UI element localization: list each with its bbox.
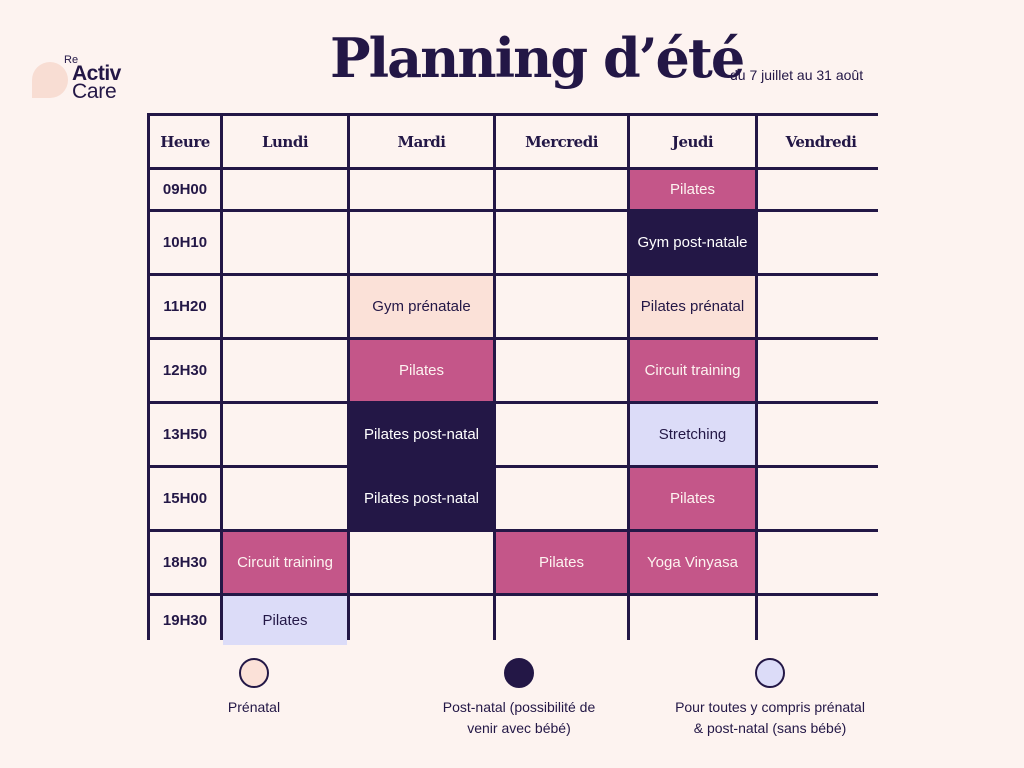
time-1500: 15H00 [150,468,220,529]
empty-cell [630,596,755,645]
time-1120: 11H20 [150,276,220,337]
header-jeudi: Jeudi [630,116,755,167]
legend-all-line1: Pour toutes y compris prénatal [675,699,865,715]
class-mardi-1500: Pilates post-natal [350,468,493,529]
header-mardi: Mardi [350,116,493,167]
legend-dot-navy [504,658,534,688]
empty-cell [496,340,627,401]
time-1230: 12H30 [150,340,220,401]
empty-cell [758,404,884,465]
class-mercredi-1830: Pilates [496,532,627,593]
empty-cell [758,212,884,273]
empty-cell [758,170,884,209]
page-title: Planning d’été [330,26,745,90]
time-1830: 18H30 [150,532,220,593]
class-mardi-1120: Gym prénatale [350,276,493,337]
class-jeudi-1010: Gym post-natale [630,212,755,273]
schedule-table: Heure Lundi Mardi Mercredi Jeudi Vendred… [147,113,884,645]
empty-cell [496,212,627,273]
empty-cell [350,170,493,209]
empty-cell [223,404,347,465]
empty-cell [223,340,347,401]
empty-cell [223,212,347,273]
legend-prenatal-label: Prénatal [227,699,281,715]
time-1010: 10H10 [150,212,220,273]
legend-all: Pour toutes y compris prénatal & post-na… [650,658,890,739]
legend-dot-peach [239,658,269,688]
class-lundi-1830: Circuit training [223,532,347,593]
empty-cell [496,596,627,645]
empty-cell [496,170,627,209]
empty-cell [758,596,884,645]
class-lundi-1930: Pilates [223,596,347,645]
legend-postnatal-line1: Post-natal (possibilité de [442,699,596,715]
legend-postnatal: Post-natal (possibilité de venir avec bé… [414,658,624,739]
empty-cell [758,468,884,529]
empty-cell [223,170,347,209]
empty-cell [496,404,627,465]
class-jeudi-1830: Yoga Vinyasa [630,532,755,593]
header-lundi: Lundi [223,116,347,167]
legend-prenatal: Prénatal [174,658,334,718]
empty-cell [350,212,493,273]
empty-cell [496,468,627,529]
header-vendredi: Vendredi [758,116,884,167]
class-mardi-1230: Pilates [350,340,493,401]
class-mardi-1350: Pilates post-natal [350,404,493,465]
legend-postnatal-line2: venir avec bébé) [467,720,571,736]
empty-cell [350,596,493,645]
empty-cell [350,532,493,593]
legend-dot-lavender [755,658,785,688]
reactivcare-logo: Re Activ Care [32,54,142,104]
empty-cell [758,340,884,401]
date-range: du 7 juillet au 31 août [730,67,864,83]
class-jeudi-1350: Stretching [630,404,755,465]
logo-care: Care [72,80,117,103]
class-jeudi-1230: Circuit training [630,340,755,401]
empty-cell [758,276,884,337]
empty-cell [496,276,627,337]
header-heure: Heure [150,116,220,167]
legend-all-line2: & post-natal (sans bébé) [693,720,847,736]
logo-activ: Activ [72,62,121,85]
empty-cell [223,468,347,529]
header-mercredi: Mercredi [496,116,627,167]
class-jeudi-0900: Pilates [630,170,755,209]
logo-shape [32,62,68,98]
logo-re: Re [64,54,79,66]
time-1930: 19H30 [150,596,220,645]
time-0900: 09H00 [150,170,220,209]
time-1350: 13H50 [150,404,220,465]
empty-cell [758,532,884,593]
empty-cell [223,276,347,337]
class-jeudi-1120: Pilates prénatal [630,276,755,337]
class-jeudi-1500: Pilates [630,468,755,529]
